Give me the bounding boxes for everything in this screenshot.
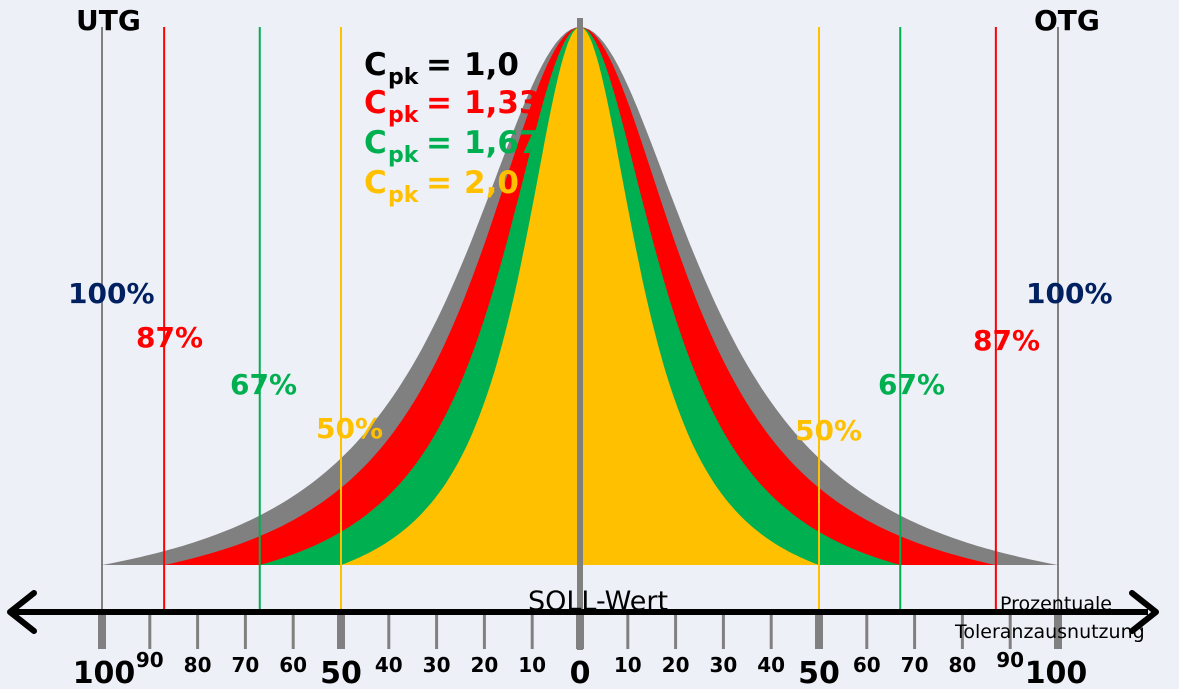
limit-lines (101, 27, 1059, 612)
axis-tick (435, 615, 439, 649)
axis-tick (243, 615, 247, 649)
axis-tick (291, 615, 295, 649)
pct-label-100-right: 100% (1026, 277, 1113, 310)
axis-tick (482, 615, 486, 649)
axis-tick-label: 70 (901, 653, 929, 677)
axis-tick-label: 30 (709, 653, 737, 677)
axis-tick-label: 50 (798, 656, 840, 689)
axis-tick-label: 20 (470, 653, 498, 677)
pct-label-67-right: 67% (878, 368, 945, 401)
percent-labels: 100% 100% 87% 87% 67% 67% 50% 50% (68, 277, 1113, 447)
legend-equals: = (426, 165, 452, 201)
axis-tick-label: 100 (73, 656, 136, 689)
legend-subscript: pk (388, 103, 420, 128)
pct-label-87-right: 87% (973, 324, 1040, 357)
axis-tick (98, 615, 106, 649)
axis-tick (815, 615, 823, 649)
legend-symbol: C (364, 85, 387, 121)
axis-tick (674, 615, 678, 649)
arrow-right-icon (1129, 590, 1159, 634)
pct-label-50-left: 50% (316, 412, 383, 445)
legend-symbol: C (364, 125, 387, 161)
axis-tick (148, 615, 152, 649)
center-line (577, 18, 583, 650)
legend-value: 2,0 (464, 165, 519, 201)
otg-label: OTG (1034, 4, 1100, 37)
axis-tick (530, 615, 534, 649)
legend-equals: = (426, 85, 452, 121)
axis-tick (913, 615, 917, 649)
axis-tick-label: 50 (320, 656, 362, 689)
legend-equals: = (426, 125, 452, 161)
axis-tick (1054, 615, 1062, 649)
axis-tick (337, 615, 345, 649)
pct-label-67-left: 67% (230, 368, 297, 401)
axis-tick (721, 615, 725, 649)
axis-tick-label: 20 (662, 653, 690, 677)
axis-tick-label: 90 (136, 648, 164, 672)
axis: 100 90 80 70 60 50 40 30 20 10 0 10 20 30 40 50 60 70 80 90… (7, 590, 1159, 689)
axis-tick-label: 40 (757, 653, 785, 677)
legend-subscript: pk (388, 183, 420, 208)
legend-value: 1,33 (464, 85, 541, 121)
legend-subscript: pk (388, 65, 420, 90)
axis-tick-label: 70 (231, 653, 259, 677)
axis-tick (865, 615, 869, 649)
axis-tick (1008, 615, 1012, 649)
legend-symbol: C (364, 165, 387, 201)
axis-ticks: 100 90 80 70 60 50 40 30 20 10 0 10 20 30 40 50 60 70 80 90… (73, 615, 1088, 689)
axis-tick-label: 0 (570, 656, 591, 689)
axis-tick-label: 30 (423, 653, 451, 677)
axis-tick-label: 40 (375, 653, 403, 677)
pct-label-87-left: 87% (136, 321, 203, 354)
axis-tick-label: 10 (614, 653, 642, 677)
legend-symbol: C (364, 47, 387, 83)
axis-tick (387, 615, 391, 649)
legend-value: 1,0 (464, 47, 519, 83)
axis-tick (576, 615, 584, 649)
legend-equals: = (426, 47, 452, 83)
axis-tick (960, 615, 964, 649)
pct-label-50-right: 50% (795, 414, 862, 447)
legend-value: 1,67 (464, 125, 541, 161)
axis-tick-label: 60 (279, 653, 307, 677)
axis-title-line-1: Prozentuale (1000, 593, 1112, 615)
axis-title-line-2: Toleranzausnutzung (954, 621, 1145, 643)
arrow-left-icon (7, 590, 37, 634)
pct-label-100-left: 100% (68, 277, 155, 310)
axis-tick-label: 80 (184, 653, 212, 677)
axis-tick (196, 615, 200, 649)
axis-tick-label: 10 (518, 653, 546, 677)
axis-tick-label: 80 (948, 653, 976, 677)
legend-subscript: pk (388, 143, 420, 168)
axis-tick-label: 100 (1025, 656, 1088, 689)
utg-label: UTG (76, 4, 141, 37)
axis-tick (626, 615, 630, 649)
axis-tick-label: 60 (853, 653, 881, 677)
axis-tick (769, 615, 773, 649)
axis-tick-label: 90 (996, 648, 1024, 672)
